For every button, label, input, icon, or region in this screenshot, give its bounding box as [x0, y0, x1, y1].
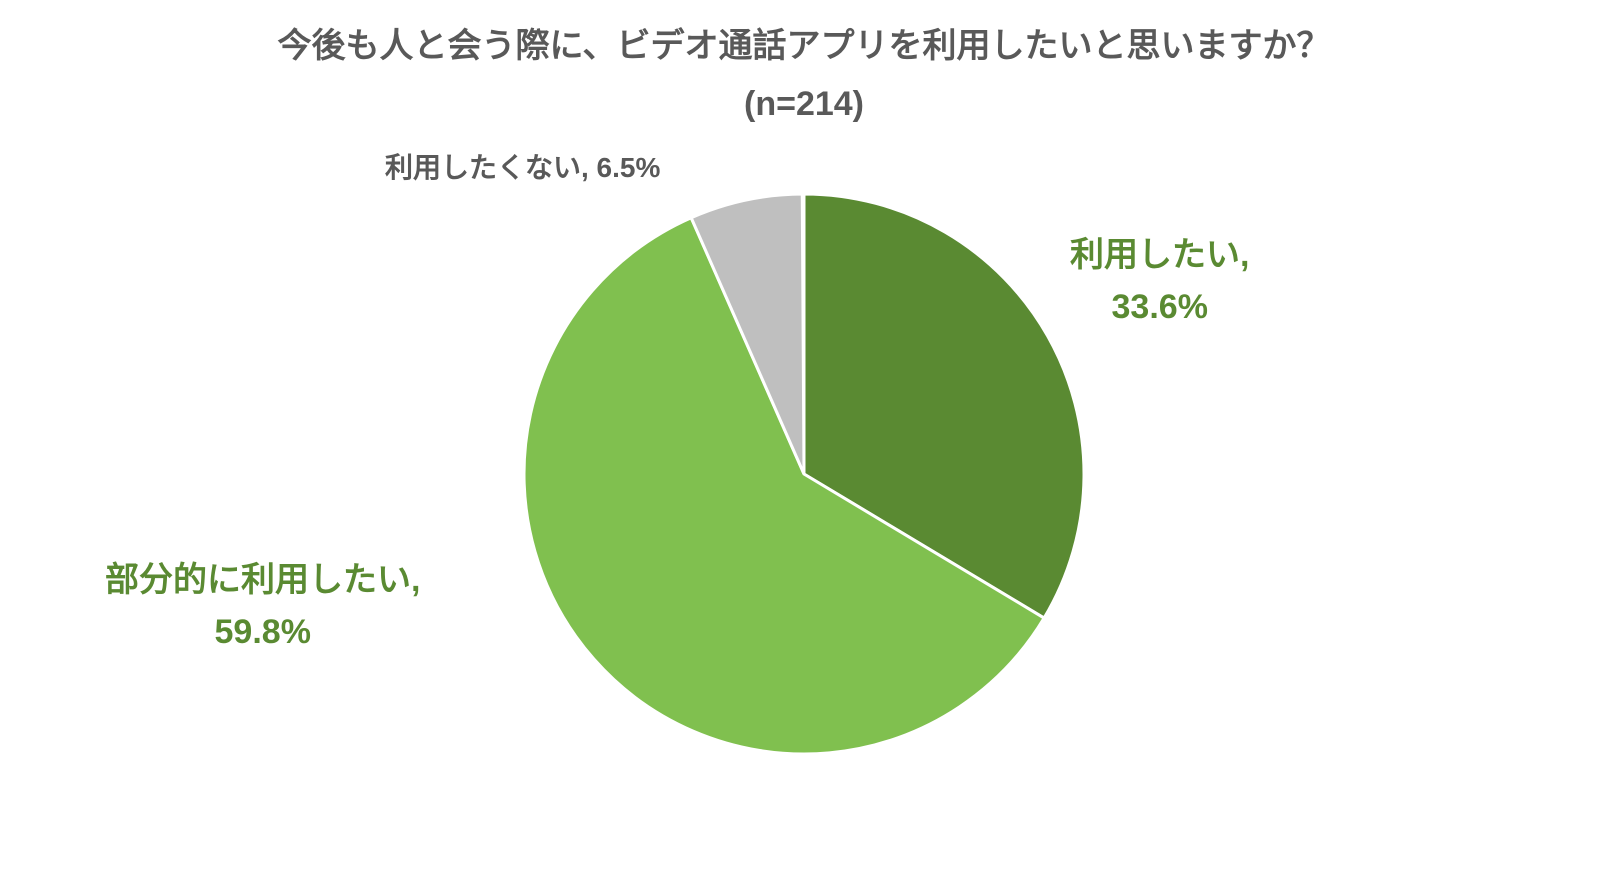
slice-label-dontwant-line1: 利用したくない, 6.5%	[385, 152, 660, 183]
slice-label-want-line2: 33.6%	[1112, 288, 1208, 326]
chart-title-line2: (n=214)	[0, 76, 1608, 134]
slice-label-want: 利用したい, 33.6%	[1070, 229, 1249, 334]
chart-title-line1: 今後も人と会う際に、ビデオ通話アプリを利用したいと思いますか？	[0, 18, 1608, 76]
slice-label-partial-line2: 59.8%	[215, 613, 311, 651]
pie-chart	[524, 194, 1084, 754]
slice-label-dontwant: 利用したくない, 6.5%	[385, 146, 660, 189]
chart-title-area: 今後も人と会う際に、ビデオ通話アプリを利用したいと思いますか？ (n=214)	[0, 0, 1608, 134]
slice-label-want-line1: 利用したい,	[1070, 236, 1249, 274]
slice-label-partial: 部分的に利用したい, 59.8%	[105, 554, 420, 659]
chart-area: 利用したい, 33.6% 部分的に利用したい, 59.8% 利用したくない, 6…	[0, 134, 1608, 834]
slice-label-partial-line1: 部分的に利用したい,	[105, 561, 420, 599]
